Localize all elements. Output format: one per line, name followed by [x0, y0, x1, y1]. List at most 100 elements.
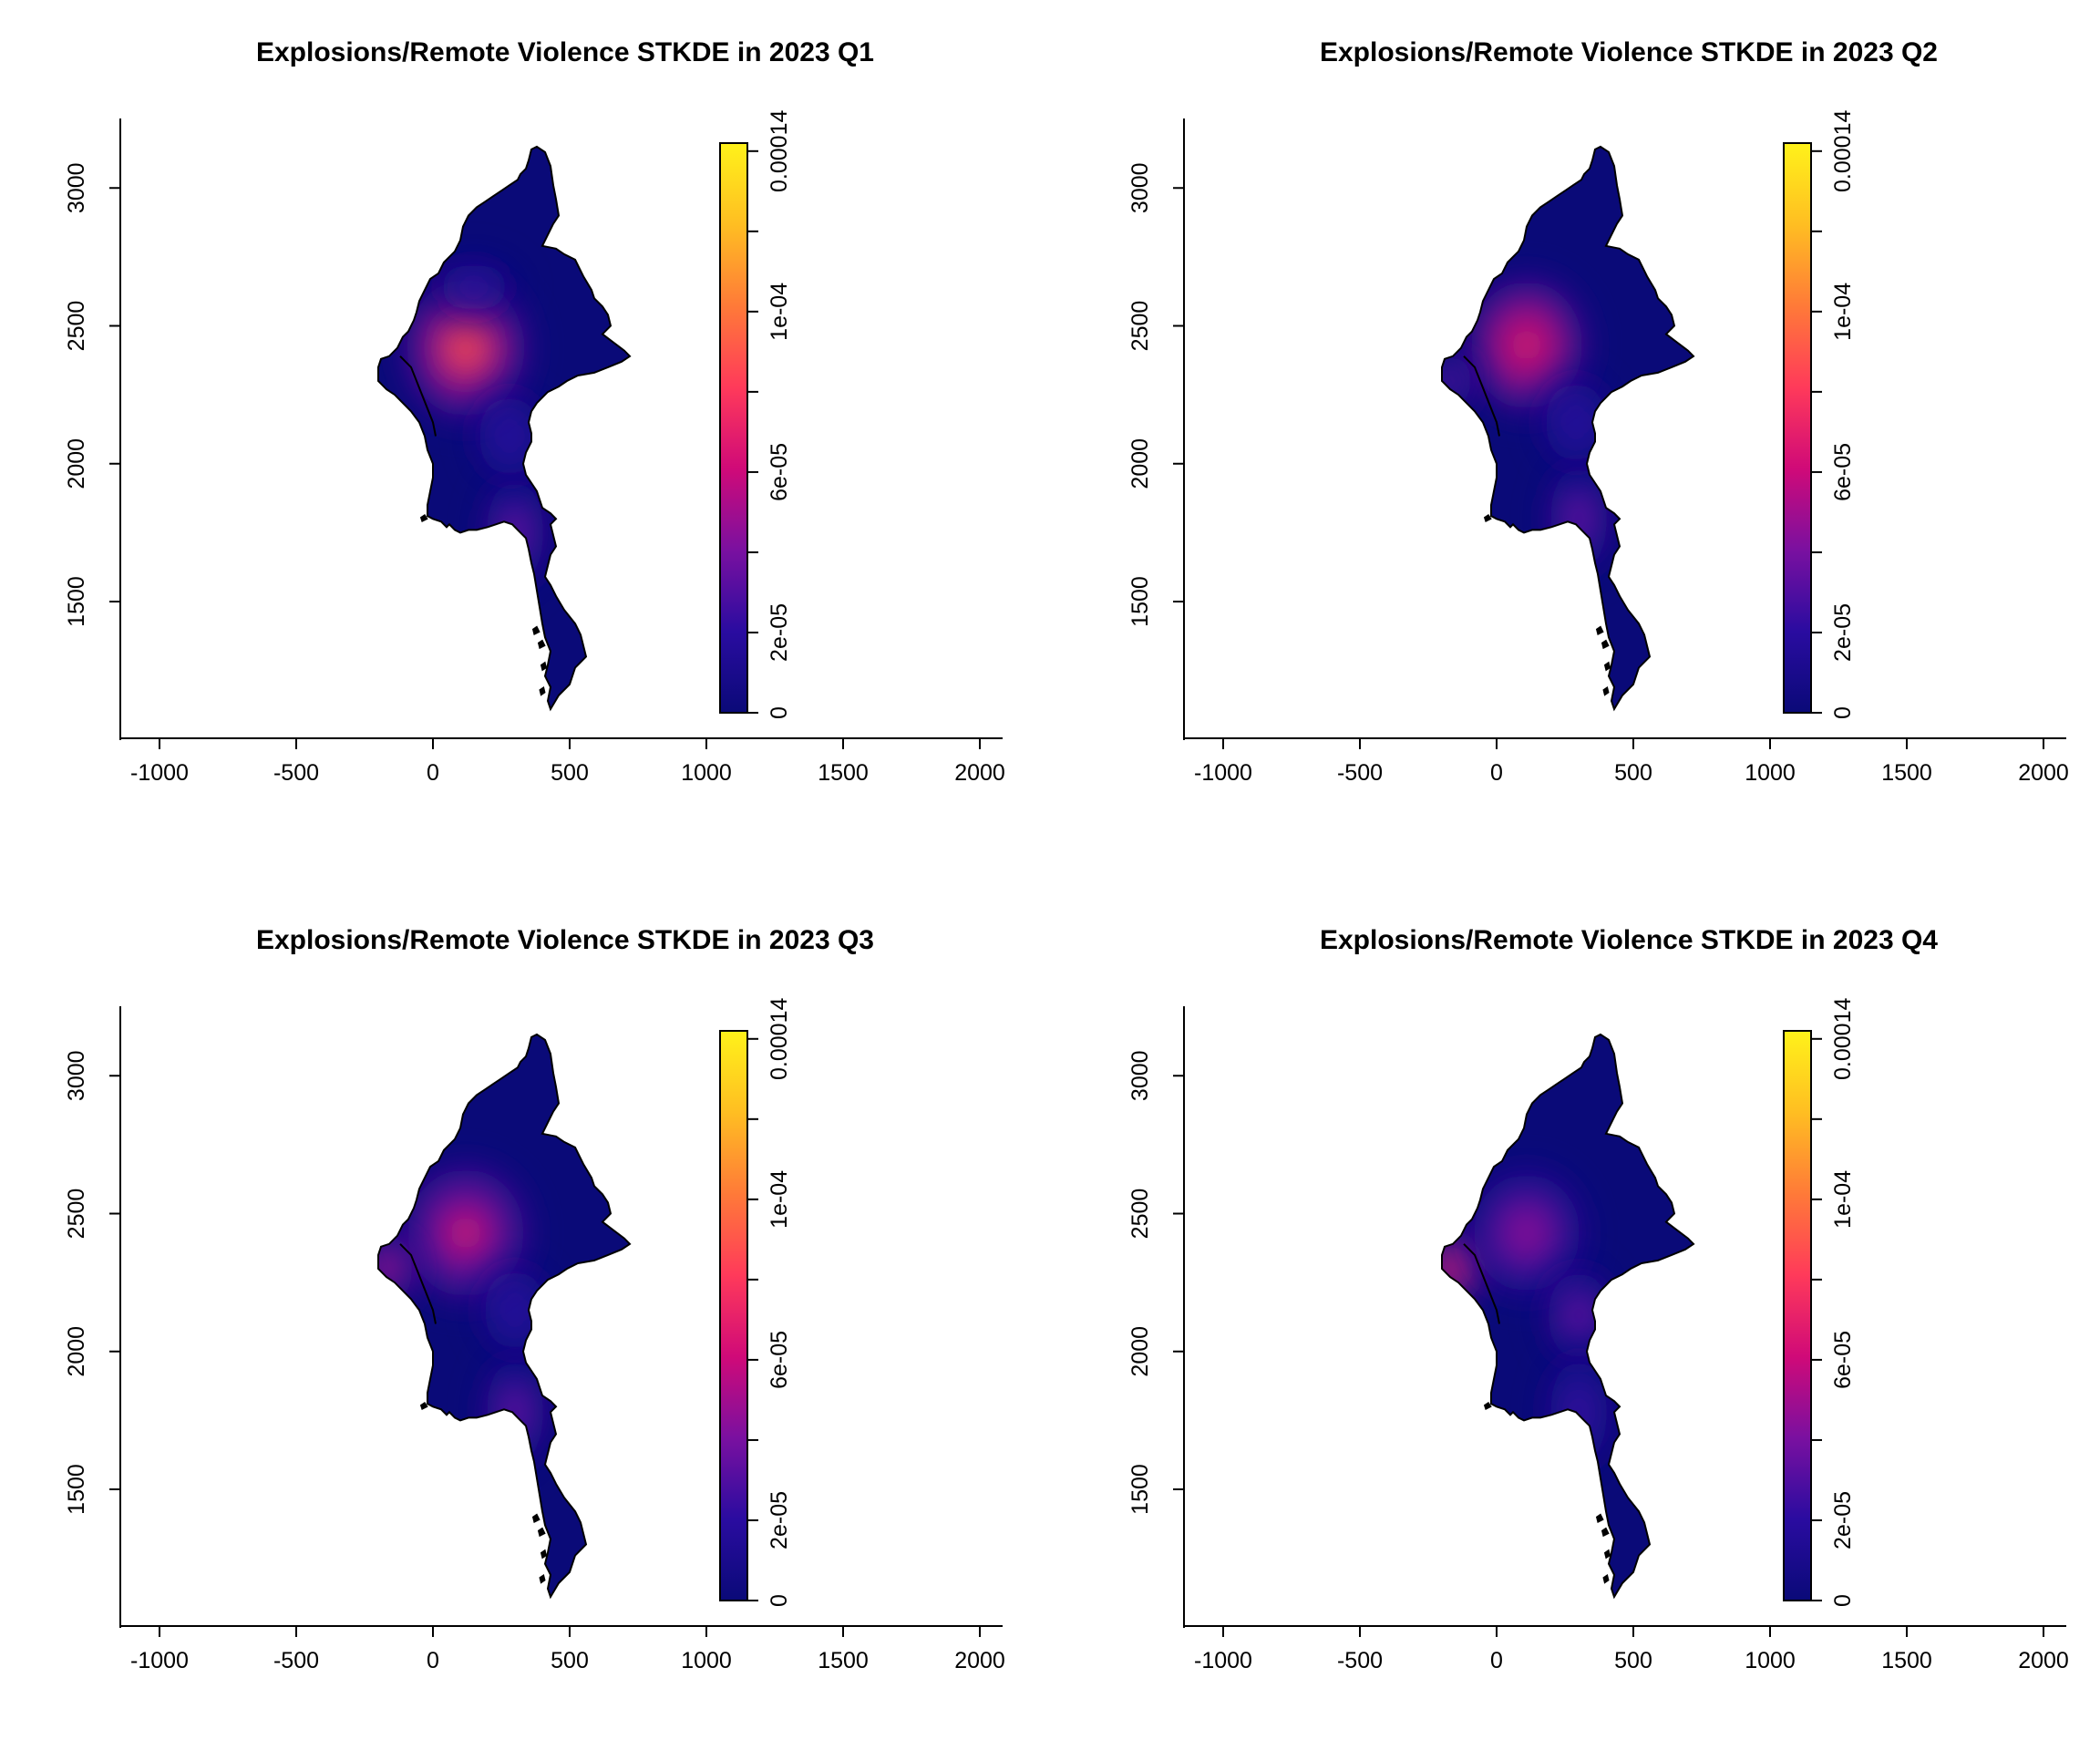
island-outline — [539, 1573, 546, 1584]
x-tick-label: 500 — [551, 760, 589, 786]
colorbar-tick-label: 2e-05 — [1830, 1491, 1856, 1549]
y-tick-label: 1500 — [1127, 1464, 1153, 1515]
chart-panel-q4: Explosions/Remote Violence STKDE in 2023… — [1127, 925, 2069, 1673]
island-outline — [1483, 1402, 1492, 1411]
colorbar-tick-label: 6e-05 — [767, 443, 792, 501]
density-hotspot — [1539, 1339, 1618, 1486]
colorbar — [719, 1030, 748, 1601]
coastline — [1463, 355, 1500, 437]
island-outline — [1601, 639, 1610, 650]
density-hotspot — [1442, 345, 1480, 417]
density-map — [1442, 146, 1693, 709]
colorbar — [719, 142, 748, 714]
island-outline — [531, 625, 540, 636]
island-outline — [537, 1527, 546, 1538]
island-outline — [540, 661, 548, 672]
colorbar-tick-label: 0 — [1830, 1594, 1856, 1607]
y-tick-label: 2500 — [64, 1189, 89, 1240]
x-tick-label: 2000 — [2018, 760, 2069, 786]
density-hotspot — [419, 251, 529, 324]
x-tick-label: 2000 — [954, 1648, 1005, 1673]
colorbar-tick-label: 2e-05 — [767, 603, 792, 662]
island-outline — [1483, 514, 1492, 523]
island-outline — [1601, 1527, 1610, 1538]
y-tick-label: 2000 — [64, 1326, 89, 1377]
x-tick-label: -1000 — [1194, 760, 1252, 786]
island-outline — [537, 639, 546, 650]
density-hotspot — [472, 1255, 558, 1365]
x-tick-label: 2000 — [954, 760, 1005, 786]
x-tick-label: 500 — [551, 1648, 589, 1673]
island-outline — [419, 1402, 428, 1411]
y-tick-label: 2000 — [1127, 438, 1153, 489]
density-hotspot — [467, 381, 552, 491]
island-outline — [540, 1549, 548, 1560]
colorbar-tick-label: 6e-05 — [1830, 1331, 1856, 1389]
x-tick-label: 2000 — [2018, 1648, 2069, 1673]
island-outline — [1595, 1513, 1604, 1524]
x-tick-label: -500 — [1337, 760, 1383, 786]
colorbar-tick-label: 6e-05 — [767, 1331, 792, 1389]
x-tick-label: 0 — [1490, 760, 1503, 786]
x-tick-label: -1000 — [1194, 1648, 1252, 1673]
country-outline — [377, 1033, 632, 1600]
y-tick-label: 3000 — [1127, 162, 1153, 213]
x-tick-label: 0 — [427, 1648, 439, 1673]
y-tick-label: 2000 — [64, 438, 89, 489]
y-tick-label: 3000 — [64, 1050, 89, 1101]
x-tick-label: 1000 — [681, 1648, 732, 1673]
chart-title: Explosions/Remote Violence STKDE in 2023… — [256, 37, 874, 67]
y-tick-label: 2000 — [1127, 1326, 1153, 1377]
x-tick-label: 500 — [1614, 1648, 1652, 1673]
density-map — [1442, 1034, 1693, 1597]
x-tick-label: 1000 — [681, 760, 732, 786]
x-tick-label: 1000 — [1745, 1648, 1796, 1673]
colorbar-tick-label: 0.00014 — [767, 110, 792, 192]
x-tick-label: -1000 — [130, 1648, 189, 1673]
colorbar-tick-label: 0 — [1830, 706, 1856, 719]
x-tick-label: -500 — [273, 760, 319, 786]
coastline — [399, 1243, 437, 1324]
chart-title: Explosions/Remote Violence STKDE in 2023… — [256, 925, 874, 955]
island-outline — [1602, 1573, 1610, 1584]
colorbar-tick-label: 0.00014 — [767, 998, 792, 1080]
island-outline — [531, 1513, 540, 1524]
colorbar-tick-label: 2e-05 — [767, 1491, 792, 1549]
island-outline — [1602, 685, 1610, 696]
y-tick-label: 2500 — [1127, 1189, 1153, 1240]
y-tick-label: 1500 — [64, 576, 89, 627]
chart-panel-q1: Explosions/Remote Violence STKDE in 2023… — [64, 37, 1005, 786]
island-outline — [539, 685, 546, 696]
colorbar-tick-label: 1e-04 — [767, 1170, 792, 1229]
country-outline — [377, 145, 632, 712]
y-tick-label: 3000 — [1127, 1050, 1153, 1101]
density-map — [378, 1034, 630, 1597]
y-tick-label: 1500 — [64, 1464, 89, 1515]
x-tick-label: -1000 — [130, 760, 189, 786]
chart-title: Explosions/Remote Violence STKDE in 2023… — [1320, 925, 1938, 955]
y-tick-label: 1500 — [1127, 576, 1153, 627]
chart-panel-q3: Explosions/Remote Violence STKDE in 2023… — [64, 925, 1005, 1673]
colorbar-tick-label: 2e-05 — [1830, 603, 1856, 662]
y-tick-label: 2500 — [1127, 301, 1153, 352]
country-outline — [1441, 145, 1695, 712]
colorbar-tick-label: 1e-04 — [1830, 1170, 1856, 1229]
island-outline — [1603, 661, 1611, 672]
country-outline — [1441, 1033, 1695, 1600]
x-tick-label: 0 — [1490, 1648, 1503, 1673]
chart-title: Explosions/Remote Violence STKDE in 2023… — [1320, 37, 1938, 67]
colorbar-tick-label: 0 — [767, 1594, 792, 1607]
colorbar-tick-label: 0.00014 — [1830, 998, 1856, 1080]
colorbar — [1783, 142, 1812, 714]
x-tick-label: -500 — [1337, 1648, 1383, 1673]
island-outline — [1595, 625, 1604, 636]
density-map — [378, 146, 630, 709]
island-outline — [1603, 1549, 1611, 1560]
x-tick-label: 1000 — [1745, 760, 1796, 786]
x-tick-label: 1500 — [1881, 1648, 1932, 1673]
colorbar-tick-label: 6e-05 — [1830, 443, 1856, 501]
colorbar-tick-label: 1e-04 — [1830, 283, 1856, 341]
coastline — [1463, 1243, 1500, 1324]
colorbar — [1783, 1030, 1812, 1601]
